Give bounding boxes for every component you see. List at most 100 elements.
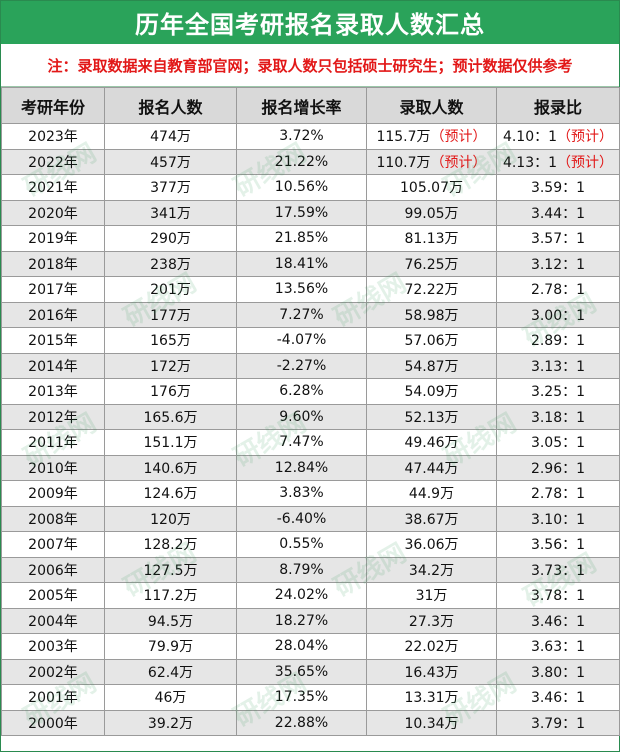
cell-year: 2008年 <box>1 505 105 532</box>
cell-admitted-value: 72.22万 <box>404 282 459 299</box>
cell-ratio: 3.73：1 <box>496 556 620 583</box>
cell-growth-value: 7.47% <box>279 434 324 451</box>
cell-ratio-value: 4.10：1 <box>502 129 558 146</box>
cell-applicants-value: 457万 <box>150 154 191 171</box>
cell-admitted-value: 58.98万 <box>404 307 459 324</box>
cell-applicants-value: 341万 <box>150 205 191 222</box>
cell-growth-value: 10.56% <box>274 179 329 196</box>
cell-growth: 10.56% <box>236 174 367 201</box>
cell-applicants-value: 151.1万 <box>143 435 198 452</box>
cell-year: 2018年 <box>1 250 105 277</box>
cell-year-value: 2011年 <box>28 435 78 452</box>
table-row: 2008年 120万 -6.40% 38.67万 3.10：1 <box>1 505 620 532</box>
cell-year-value: 2021年 <box>28 180 78 197</box>
cell-ratio: 4.13：1（预计） <box>496 148 620 175</box>
cell-admitted: 38.67万 <box>366 505 497 532</box>
header-applicants: 报名人数 <box>104 87 237 124</box>
cell-applicants-value: 94.5万 <box>147 613 194 630</box>
cell-year: 2003年 <box>1 633 105 660</box>
estimate-tag: （预计） <box>557 154 614 171</box>
cell-growth-value: 28.04% <box>274 638 329 655</box>
cell-applicants-value: 176万 <box>150 384 191 401</box>
cell-applicants-value: 79.9万 <box>147 639 194 656</box>
cell-ratio-value: 3.10：1 <box>530 511 586 528</box>
cell-admitted: 22.02万 <box>366 633 497 660</box>
table-row: 2011年 151.1万 7.47% 49.46万 3.05：1 <box>1 429 620 456</box>
header-growth: 报名增长率 <box>236 87 367 124</box>
cell-ratio: 3.12：1 <box>496 250 620 277</box>
cell-year-value: 2017年 <box>28 282 78 299</box>
cell-year: 2019年 <box>1 225 105 252</box>
cell-growth: 9.60% <box>236 403 367 430</box>
cell-applicants-value: 124.6万 <box>143 486 198 503</box>
cell-year: 2022年 <box>1 148 105 175</box>
cell-ratio: 3.80：1 <box>496 658 620 685</box>
cell-admitted: 54.87万 <box>366 352 497 379</box>
table-row: 2021年 377万 10.56% 105.07万 3.59：1 <box>1 174 620 201</box>
cell-year: 2010年 <box>1 454 105 481</box>
cell-ratio: 3.13：1 <box>496 352 620 379</box>
cell-year-value: 2001年 <box>28 690 78 707</box>
cell-year-value: 2008年 <box>28 511 78 528</box>
cell-year-value: 2006年 <box>28 562 78 579</box>
estimate-tag: （预计） <box>557 129 614 146</box>
cell-admitted: 115.7万（预计） <box>366 123 497 150</box>
cell-ratio: 2.89：1 <box>496 327 620 354</box>
cell-ratio: 3.18：1 <box>496 403 620 430</box>
cell-ratio: 3.25：1 <box>496 378 620 405</box>
cell-year: 2004年 <box>1 607 105 634</box>
cell-growth: 3.83% <box>236 480 367 507</box>
table-row: 2005年 117.2万 24.02% 31万 3.78：1 <box>1 582 620 609</box>
cell-year-value: 2018年 <box>28 256 78 273</box>
cell-growth-value: 0.55% <box>279 536 324 553</box>
cell-growth-value: 3.72% <box>279 128 324 145</box>
cell-year-value: 2016年 <box>28 307 78 324</box>
cell-growth: 13.56% <box>236 276 367 303</box>
cell-admitted-value: 76.25万 <box>404 256 459 273</box>
cell-year-value: 2023年 <box>28 129 78 146</box>
cell-growth: 35.65% <box>236 658 367 685</box>
table-row: 2007年 128.2万 0.55% 36.06万 3.56：1 <box>1 531 620 558</box>
cell-year-value: 2014年 <box>28 358 78 375</box>
cell-applicants: 176万 <box>104 378 237 405</box>
cell-applicants-value: 377万 <box>150 180 191 197</box>
cell-growth: 0.55% <box>236 531 367 558</box>
cell-growth: 24.02% <box>236 582 367 609</box>
cell-applicants: 474万 <box>104 123 237 150</box>
cell-admitted-value: 52.13万 <box>404 409 459 426</box>
cell-ratio-value: 3.18：1 <box>530 409 586 426</box>
cell-ratio-value: 3.46：1 <box>530 613 586 630</box>
cell-growth: 18.27% <box>236 607 367 634</box>
cell-growth-value: 24.02% <box>274 587 329 604</box>
estimate-tag: （预计） <box>430 129 487 146</box>
cell-admitted-value: 54.87万 <box>404 358 459 375</box>
cell-year: 2000年 <box>1 709 105 736</box>
cell-year-value: 2015年 <box>28 333 78 350</box>
table-row: 2012年 165.6万 9.60% 52.13万 3.18：1 <box>1 403 620 430</box>
cell-applicants: 62.4万 <box>104 658 237 685</box>
cell-ratio-value: 3.79：1 <box>530 715 586 732</box>
table-header-row: 考研年份 报名人数 报名增长率 录取人数 报录比 <box>1 87 620 124</box>
table-row: 2020年 341万 17.59% 99.05万 3.44：1 <box>1 199 620 226</box>
cell-admitted: 54.09万 <box>366 378 497 405</box>
cell-applicants-value: 165万 <box>150 333 191 350</box>
cell-growth-value: 18.27% <box>274 612 329 629</box>
cell-admitted: 57.06万 <box>366 327 497 354</box>
cell-year-value: 2022年 <box>28 154 78 171</box>
cell-year: 2014年 <box>1 352 105 379</box>
cell-applicants: 94.5万 <box>104 607 237 634</box>
table-row: 2017年 201万 13.56% 72.22万 2.78：1 <box>1 276 620 303</box>
cell-applicants: 238万 <box>104 250 237 277</box>
cell-ratio: 3.46：1 <box>496 607 620 634</box>
table-row: 2006年 127.5万 8.79% 34.2万 3.73：1 <box>1 556 620 583</box>
cell-admitted-value: 36.06万 <box>404 537 459 554</box>
cell-ratio-value: 3.05：1 <box>530 435 586 452</box>
cell-ratio-value: 3.57：1 <box>530 231 586 248</box>
cell-year-value: 2007年 <box>28 537 78 554</box>
cell-admitted: 76.25万 <box>366 250 497 277</box>
cell-applicants: 172万 <box>104 352 237 379</box>
cell-growth: 22.88% <box>236 709 367 736</box>
cell-ratio-value: 3.46：1 <box>530 690 586 707</box>
cell-applicants-value: 117.2万 <box>143 588 198 605</box>
cell-applicants: 457万 <box>104 148 237 175</box>
